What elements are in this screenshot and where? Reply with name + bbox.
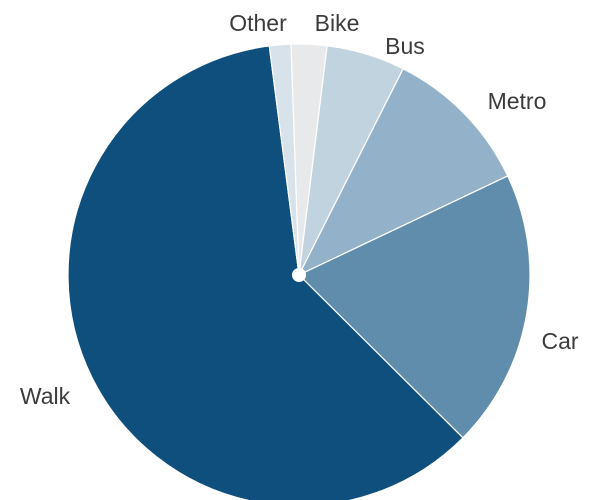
pie-slice-other: [268, 43, 300, 276]
pie-slice-car: [297, 175, 531, 439]
pie-center-dot: [292, 268, 306, 282]
slice-label-walk: Walk: [20, 383, 71, 409]
slice-label-bike: Bike: [315, 10, 360, 36]
pie-slice-metro: [297, 68, 509, 277]
pie-labels: Bike Bus Metro Car Walk Other: [20, 10, 579, 409]
pie-slices: [67, 43, 531, 500]
slice-label-metro: Metro: [488, 88, 547, 114]
slice-label-car: Car: [541, 328, 578, 354]
slice-label-other: Other: [229, 10, 287, 36]
slice-label-bus: Bus: [385, 33, 425, 59]
